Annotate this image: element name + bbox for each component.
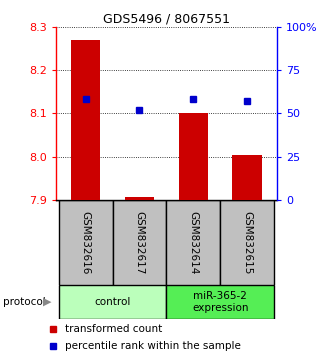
Text: GSM832617: GSM832617 [134, 211, 144, 274]
Bar [125, 196, 154, 200]
Bar [71, 40, 100, 200]
Text: ▶: ▶ [43, 297, 52, 307]
Text: GSM832614: GSM832614 [188, 211, 198, 274]
Text: protocol: protocol [3, 297, 46, 307]
Text: transformed count: transformed count [65, 324, 163, 333]
Bar [232, 155, 262, 200]
Bar [166, 285, 274, 319]
Text: GSM832616: GSM832616 [81, 211, 91, 274]
Bar [166, 200, 220, 285]
Text: GSM832615: GSM832615 [242, 211, 252, 274]
Bar [220, 200, 274, 285]
Text: miR-365-2
expression: miR-365-2 expression [192, 291, 249, 313]
Bar [179, 113, 208, 200]
Bar [113, 200, 166, 285]
Text: percentile rank within the sample: percentile rank within the sample [65, 341, 241, 351]
Text: control: control [94, 297, 131, 307]
Title: GDS5496 / 8067551: GDS5496 / 8067551 [103, 12, 230, 25]
Bar [59, 200, 113, 285]
Bar [59, 285, 166, 319]
